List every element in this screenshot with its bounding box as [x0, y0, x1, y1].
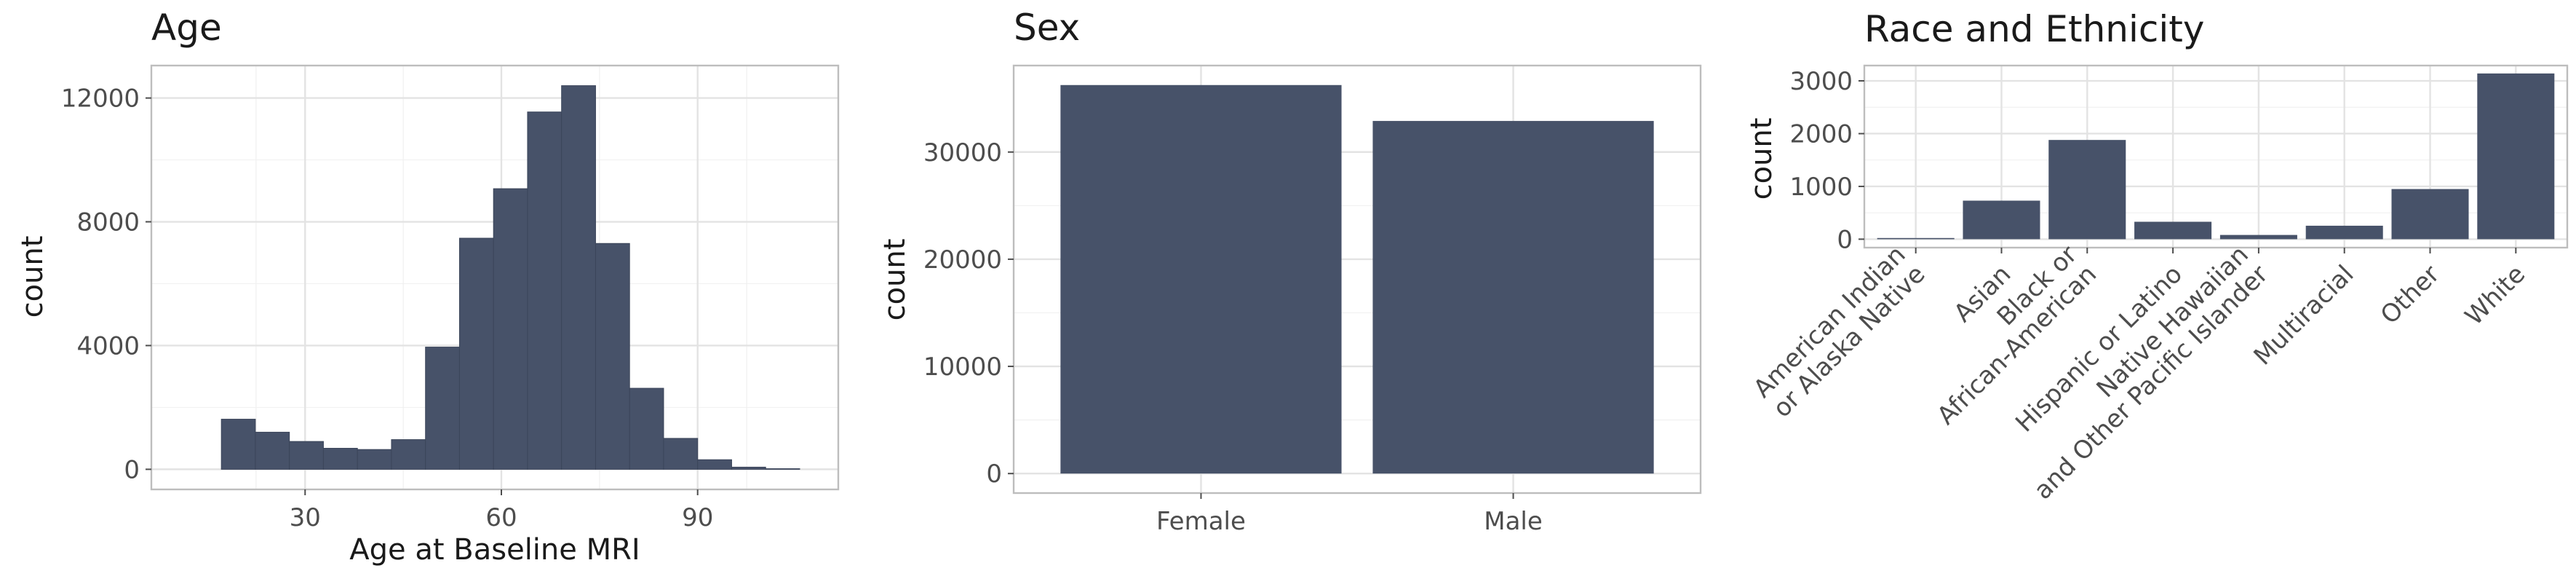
race-bar [1877, 237, 1955, 240]
age-y-tick-label: 8000 [76, 208, 140, 237]
age-x-axis-title: Age at Baseline MRI [349, 533, 640, 567]
race-bar [1963, 200, 2040, 240]
histogram-bar [493, 188, 528, 470]
histogram-bar [731, 466, 766, 470]
race-panel-title: Race and Ethnicity [1864, 8, 2204, 50]
race-bar [2134, 221, 2212, 240]
age-y-tick-label: 12000 [61, 84, 140, 114]
race-plot-frame [1863, 64, 2569, 249]
sex-y-tick-label: 10000 [923, 352, 1002, 382]
race-bar [2219, 235, 2297, 240]
race-bar [2048, 140, 2126, 240]
sex-y-tick-label: 0 [986, 460, 1002, 489]
histogram-bar [697, 459, 732, 470]
race-x-tick-label: White [2460, 260, 2531, 331]
histogram-bar [391, 439, 426, 470]
bar-female [1060, 84, 1342, 474]
sex-bar-panel: Sex 0 10000 20000 30000 Female Male count [878, 7, 1702, 536]
age-histogram-panel: Age 0 4000 8000 12000 30 60 90 Age at Baseline… [16, 7, 840, 567]
sex-y-tick-label: 20000 [923, 245, 1002, 275]
histogram-bar [289, 441, 324, 470]
bar-male [1372, 121, 1654, 474]
age-x-tick-label: 30 [290, 503, 321, 532]
histogram-bar [527, 111, 562, 470]
race-y-axis-title: count [1745, 118, 1778, 200]
histogram-bar [629, 387, 664, 470]
histogram-bar [663, 438, 699, 470]
sex-x-tick-label: Female [1156, 507, 1246, 536]
age-y-axis-title: count [16, 236, 49, 318]
age-panel-title: Age [151, 7, 222, 49]
histogram-bar [425, 347, 460, 470]
race-ethnicity-bar-panel: Race and Ethnicity 0 1000 2000 3000 American… [1745, 8, 2569, 505]
sex-panel-title: Sex [1014, 7, 1080, 49]
sex-y-axis-title: count [878, 239, 912, 321]
sex-x-tick-label: Male [1484, 507, 1543, 536]
race-x-tick-label: American Indianor Alaska Native [1748, 240, 1931, 423]
race-bar [2391, 189, 2469, 240]
race-bar [2305, 225, 2383, 240]
histogram-bar [561, 85, 596, 470]
race-x-tick-label: Other [2375, 260, 2446, 331]
sex-y-tick-label: 30000 [923, 138, 1002, 168]
histogram-bar [595, 243, 630, 470]
age-x-tick-label: 60 [485, 503, 517, 532]
race-y-tick-label: 3000 [1789, 67, 1853, 96]
race-y-tick-label: 2000 [1789, 119, 1853, 149]
histogram-bar [322, 447, 358, 470]
race-x-tick-label: Black orAfrican-American [1912, 240, 2103, 431]
race-y-tick-label: 1000 [1789, 173, 1853, 202]
age-x-tick-label: 90 [682, 503, 713, 532]
histogram-bar [220, 419, 256, 470]
age-y-tick-label: 0 [124, 455, 140, 484]
age-y-tick-label: 4000 [76, 331, 140, 361]
race-y-tick-label: 0 [1837, 225, 1853, 254]
histogram-bar [765, 468, 800, 470]
age-plot-frame [150, 64, 840, 491]
race-bar [2477, 73, 2555, 240]
histogram-bar [255, 431, 290, 470]
histogram-bar [458, 237, 494, 470]
sex-plot-frame [1012, 64, 1702, 495]
histogram-bar [357, 449, 392, 470]
